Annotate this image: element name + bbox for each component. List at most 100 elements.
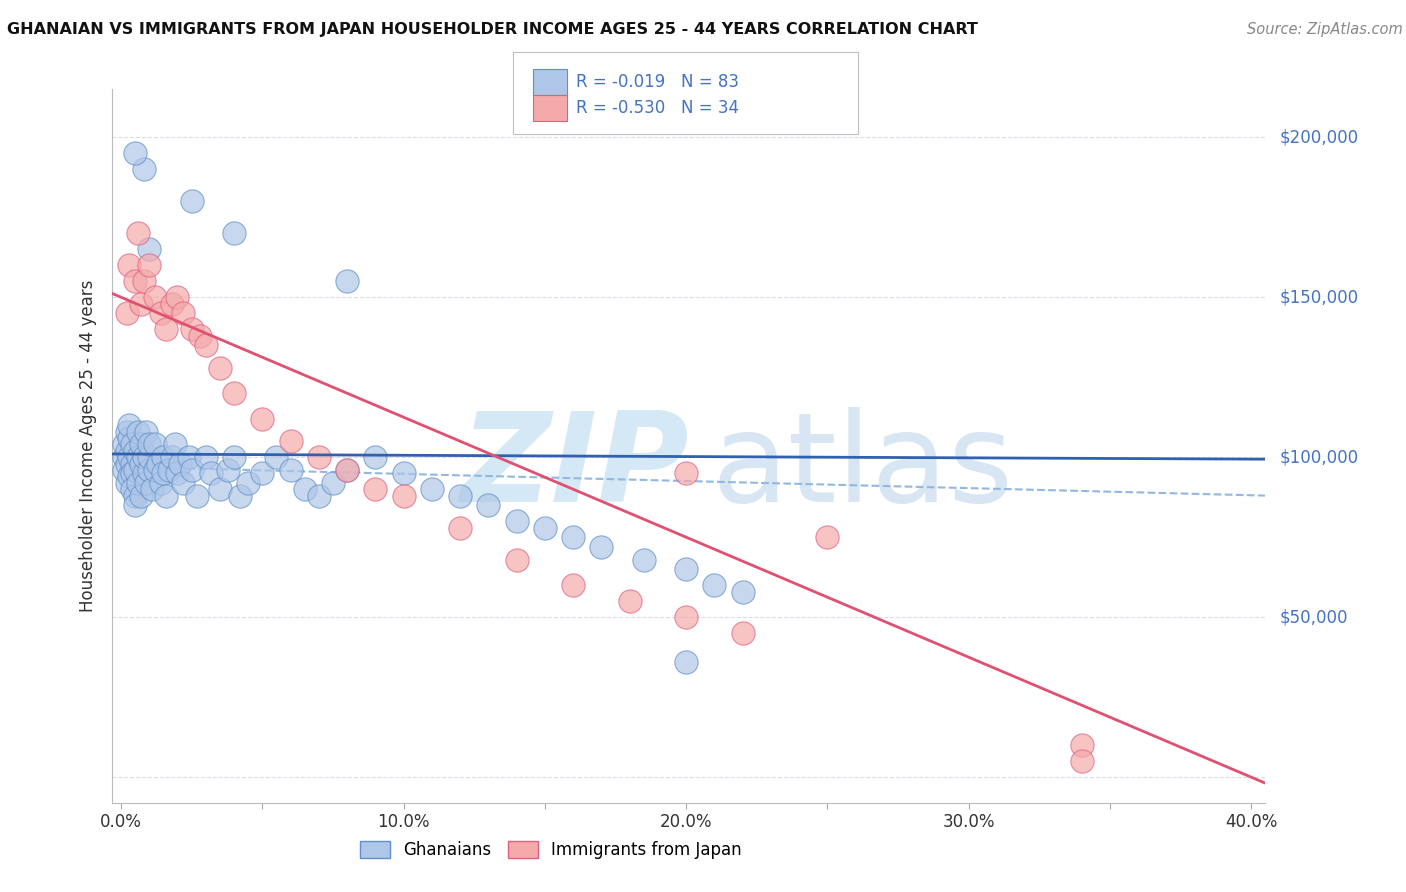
Point bbox=[731, 626, 754, 640]
Point bbox=[180, 463, 202, 477]
Point bbox=[208, 482, 231, 496]
Point bbox=[118, 258, 141, 272]
Point bbox=[127, 425, 149, 439]
Text: $50,000: $50,000 bbox=[1279, 608, 1348, 626]
Point bbox=[118, 418, 141, 433]
Point bbox=[703, 578, 725, 592]
Point bbox=[115, 475, 138, 490]
Text: GHANAIAN VS IMMIGRANTS FROM JAPAN HOUSEHOLDER INCOME AGES 25 - 44 YEARS CORRELAT: GHANAIAN VS IMMIGRANTS FROM JAPAN HOUSEH… bbox=[7, 22, 979, 37]
Point bbox=[138, 450, 160, 465]
Point bbox=[112, 437, 135, 451]
Point bbox=[138, 242, 160, 256]
Point bbox=[200, 466, 222, 480]
Point bbox=[124, 463, 146, 477]
Point bbox=[141, 482, 163, 496]
Text: atlas: atlas bbox=[711, 407, 1014, 528]
Point bbox=[633, 552, 655, 566]
Point bbox=[172, 306, 194, 320]
Point bbox=[115, 443, 138, 458]
Point bbox=[143, 290, 166, 304]
Point bbox=[129, 489, 152, 503]
Point bbox=[336, 463, 359, 477]
Point bbox=[172, 475, 194, 490]
Point bbox=[336, 463, 359, 477]
Point bbox=[392, 466, 415, 480]
Point bbox=[112, 450, 135, 465]
Point bbox=[562, 578, 585, 592]
Point bbox=[1070, 754, 1092, 768]
Point bbox=[132, 466, 155, 480]
Point bbox=[169, 457, 191, 471]
Point bbox=[118, 431, 141, 445]
Point bbox=[731, 584, 754, 599]
Point bbox=[121, 466, 143, 480]
Point bbox=[121, 482, 143, 496]
Point bbox=[152, 450, 174, 465]
Point bbox=[138, 258, 160, 272]
Point bbox=[591, 540, 613, 554]
Point bbox=[115, 306, 138, 320]
Point bbox=[166, 290, 188, 304]
Point bbox=[124, 489, 146, 503]
Text: $100,000: $100,000 bbox=[1279, 448, 1358, 467]
Point bbox=[138, 463, 160, 477]
Point bbox=[180, 194, 202, 209]
Point bbox=[308, 450, 330, 465]
Text: R = -0.019   N = 83: R = -0.019 N = 83 bbox=[576, 72, 740, 91]
Point bbox=[157, 463, 180, 477]
Point bbox=[252, 466, 274, 480]
Point bbox=[505, 514, 527, 528]
Point bbox=[124, 498, 146, 512]
Point bbox=[146, 457, 169, 471]
Point bbox=[252, 412, 274, 426]
Point bbox=[562, 530, 585, 544]
Point bbox=[1070, 738, 1092, 752]
Text: R = -0.530   N = 34: R = -0.530 N = 34 bbox=[576, 99, 740, 118]
Point bbox=[155, 322, 177, 336]
Point bbox=[124, 443, 146, 458]
Point bbox=[129, 296, 152, 310]
Point bbox=[308, 489, 330, 503]
Point bbox=[118, 450, 141, 465]
Point bbox=[127, 226, 149, 240]
Point bbox=[675, 655, 697, 669]
Point bbox=[322, 475, 344, 490]
Point bbox=[533, 520, 555, 534]
Point bbox=[129, 457, 152, 471]
Point bbox=[280, 434, 302, 449]
Point bbox=[392, 489, 415, 503]
Point bbox=[149, 306, 172, 320]
Point bbox=[336, 274, 359, 288]
Y-axis label: Householder Income Ages 25 - 44 years: Householder Income Ages 25 - 44 years bbox=[79, 280, 97, 612]
Point bbox=[143, 437, 166, 451]
Point bbox=[222, 386, 245, 401]
Point bbox=[477, 498, 499, 512]
Text: $150,000: $150,000 bbox=[1279, 288, 1358, 306]
Point bbox=[449, 489, 471, 503]
Point bbox=[420, 482, 443, 496]
Point bbox=[180, 322, 202, 336]
Point bbox=[236, 475, 259, 490]
Point bbox=[619, 594, 641, 608]
Point bbox=[294, 482, 316, 496]
Point bbox=[194, 450, 217, 465]
Point bbox=[177, 450, 200, 465]
Point bbox=[505, 552, 527, 566]
Point bbox=[166, 466, 188, 480]
Point bbox=[675, 562, 697, 576]
Point bbox=[163, 437, 186, 451]
Point bbox=[815, 530, 838, 544]
Point bbox=[132, 450, 155, 465]
Point bbox=[118, 469, 141, 483]
Point bbox=[675, 466, 697, 480]
Point bbox=[228, 489, 250, 503]
Point bbox=[127, 450, 149, 465]
Legend: Ghanaians, Immigrants from Japan: Ghanaians, Immigrants from Japan bbox=[353, 834, 748, 866]
Point bbox=[149, 475, 172, 490]
Point bbox=[152, 466, 174, 480]
Point bbox=[364, 450, 387, 465]
Point bbox=[115, 457, 138, 471]
Point bbox=[112, 463, 135, 477]
Point bbox=[222, 450, 245, 465]
Point bbox=[222, 226, 245, 240]
